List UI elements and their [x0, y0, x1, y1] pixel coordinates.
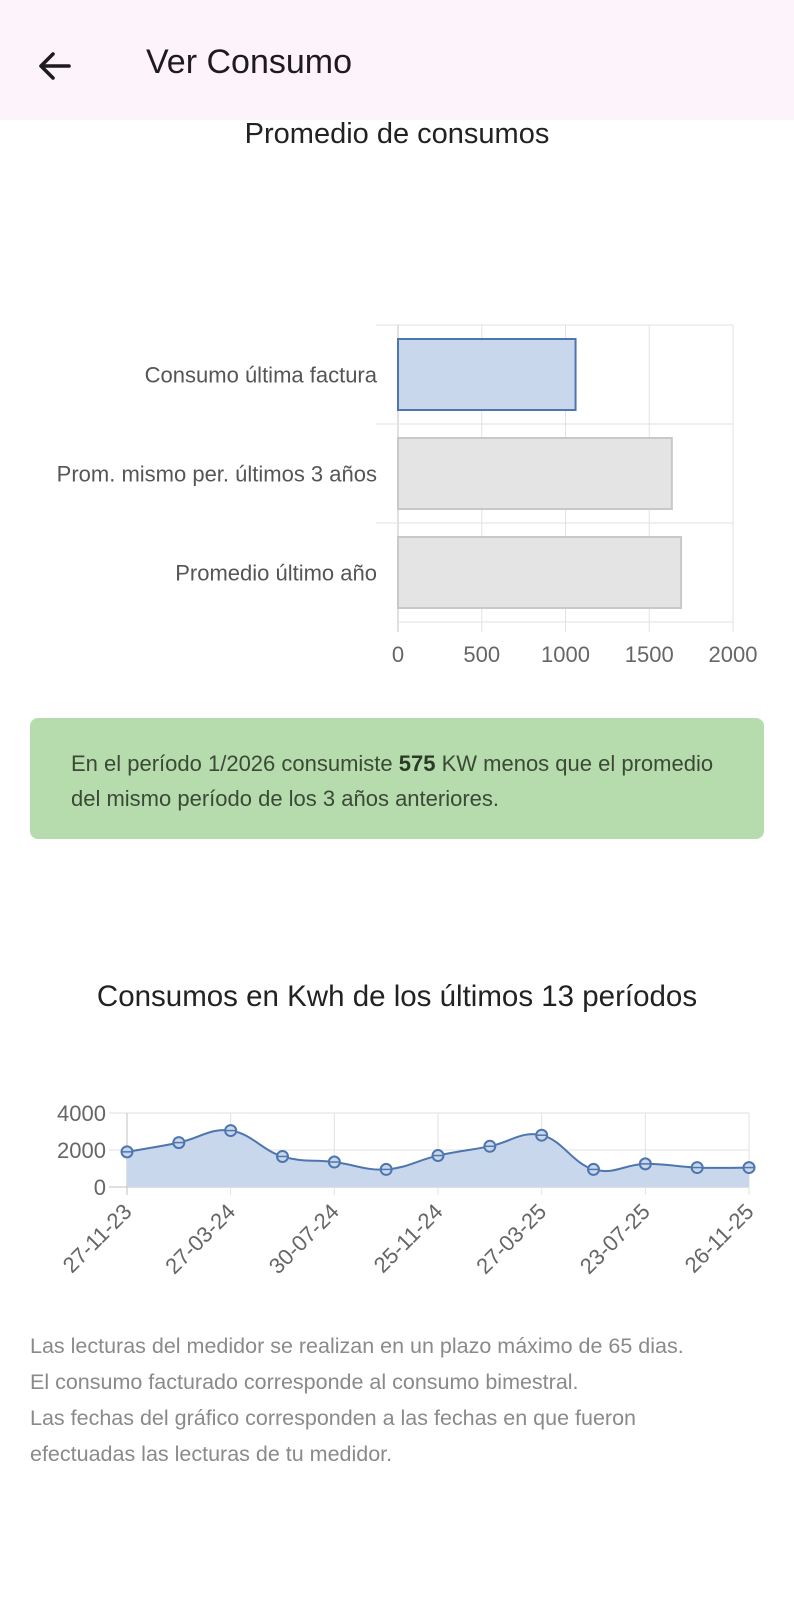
info-amount: 575: [398, 751, 436, 776]
bar-chart-category-label: Promedio último año: [175, 561, 377, 586]
line-chart-y-tick: 0: [94, 1175, 106, 1200]
footnote-line: Las lecturas del medidor se realizan en …: [30, 1334, 684, 1358]
bar-chart-x-tick: 1500: [625, 642, 674, 667]
info-suffix: KW menos que el promedio del mismo perío…: [71, 751, 714, 811]
line-chart-x-tick: 25-11-24: [369, 1199, 448, 1278]
line-chart-y-tick: 4000: [57, 1101, 106, 1126]
bar-chart-category-label: Consumo última factura: [145, 363, 378, 388]
line-chart-x-tick: 27-03-24: [160, 1199, 240, 1279]
back-button[interactable]: [26, 38, 82, 94]
bar-chart-bar: [397, 536, 683, 609]
bar-chart-x-tick: 500: [463, 642, 500, 667]
line-chart-x-tick: 27-11-23: [58, 1199, 137, 1278]
info-prefix: En el período 1/2026 consumiste: [71, 751, 399, 776]
average-chart-title: Promedio de consumos: [244, 118, 550, 150]
average-consumption-chart: 0 500 1000 1500 2000 Consumo última factura Pr…: [57, 324, 758, 667]
app-bar: Ver Consumo: [0, 0, 794, 120]
periods-consumption-chart: 0 2000 4000 27-11-23 27-03-24 30-07-24 25-11-2…: [57, 1101, 759, 1279]
consumption-info-box: En el período 1/2026 consumiste 575 KW m…: [30, 718, 764, 839]
line-chart-y-tick: 2000: [57, 1138, 106, 1163]
bar-chart-x-tick: 1000: [541, 642, 590, 667]
footnote-line: efectuadas las lecturas de tu medidor.: [30, 1442, 393, 1466]
footnote: Las lecturas del medidor se realizan en …: [30, 1328, 770, 1472]
footnote-line: Las fechas del gráfico corresponden a la…: [30, 1406, 636, 1430]
page-title: Ver Consumo: [146, 43, 352, 81]
bar-chart-x-tick: 0: [392, 642, 404, 667]
bar-chart-x-tick: 2000: [709, 642, 758, 667]
footnote-line: El consumo facturado corresponde al cons…: [30, 1370, 579, 1394]
bar-chart-category-label: Prom. mismo per. últimos 3 años: [57, 462, 377, 487]
line-chart-x-tick: 23-07-25: [575, 1199, 655, 1279]
line-chart-x-tick: 27-03-25: [471, 1199, 551, 1279]
line-chart-title: Consumos en Kwh de los últimos 13 períod…: [96, 980, 698, 1013]
line-chart-x-tick: 30-07-24: [264, 1199, 344, 1279]
line-chart-x-tick: 26-11-25: [680, 1199, 759, 1278]
bar-chart-bar: [397, 338, 577, 411]
arrow-left-icon: [39, 52, 71, 80]
bar-chart-bar: [397, 437, 673, 510]
